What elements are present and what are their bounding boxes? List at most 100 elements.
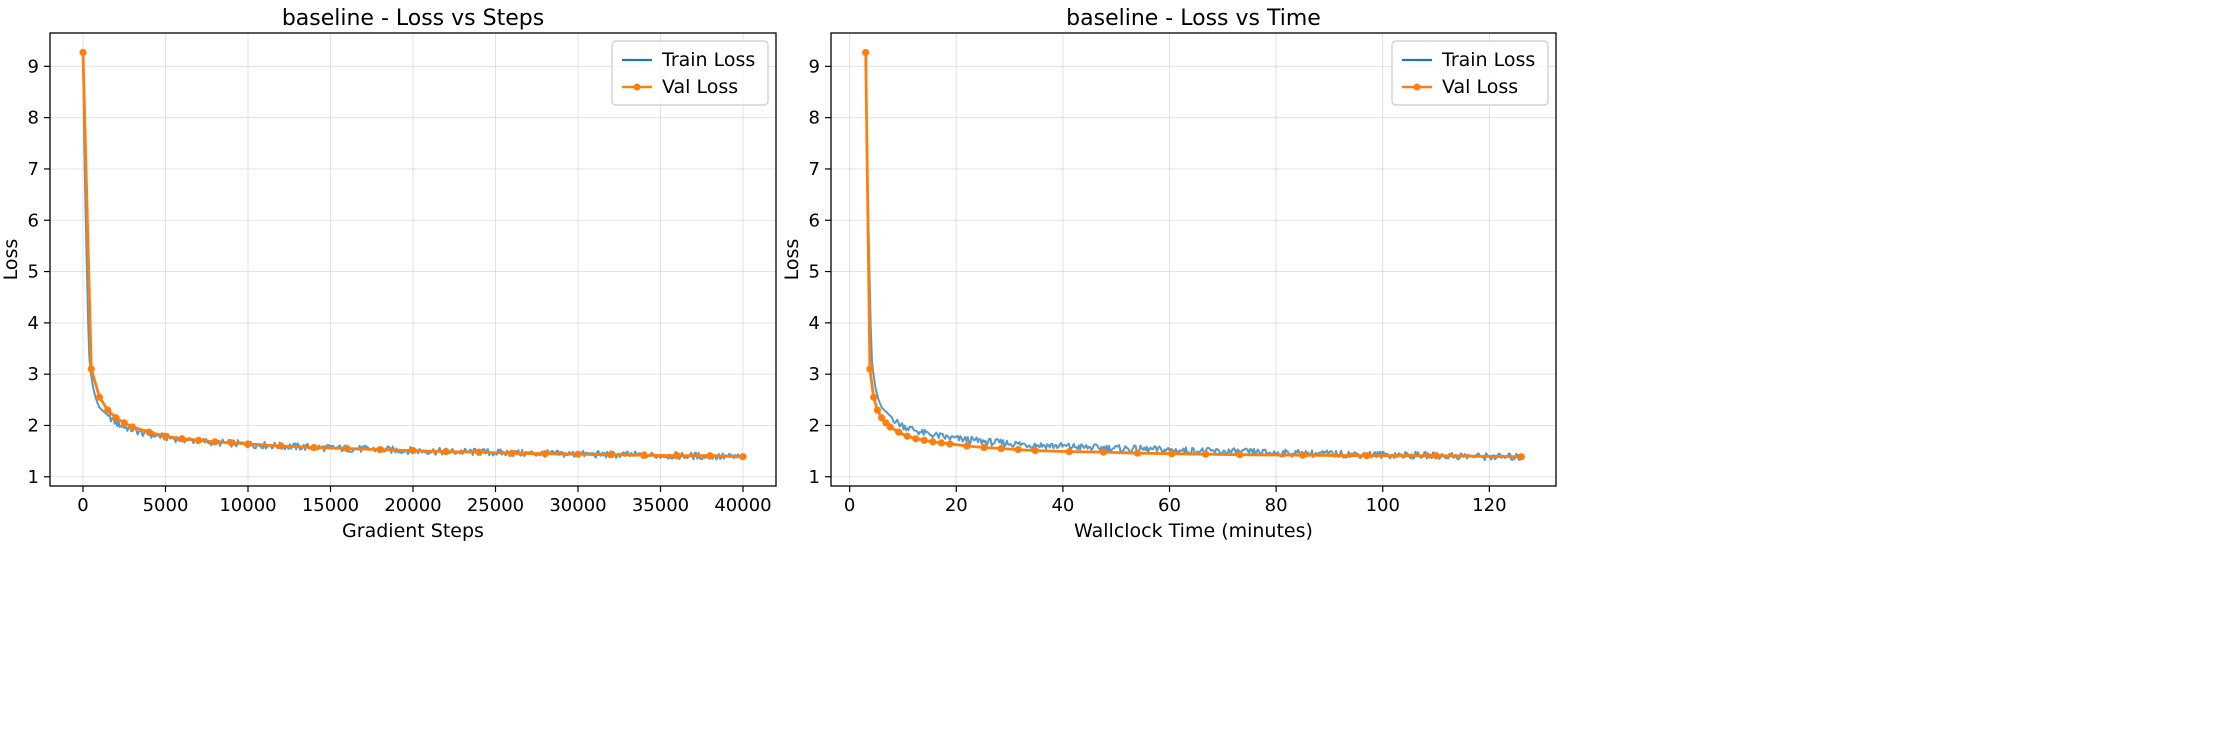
- y-tick-label: 5: [809, 262, 820, 283]
- grid: [831, 33, 1556, 486]
- val-loss-point: [1168, 450, 1176, 458]
- val-loss-point: [161, 432, 170, 440]
- legend-train-label: Train Loss: [661, 49, 755, 71]
- val-loss-point: [980, 443, 988, 452]
- legend-box: [611, 40, 769, 106]
- val-loss-point: [886, 423, 894, 431]
- y-tick-label: 8: [809, 108, 820, 129]
- ticks: 0 5000 10000 15000 20000 25000 30000 35000 40000…: [28, 56, 772, 516]
- ticks: 0 20 40 60 80 100 120 1 2 3 4 5 6 7 8 9: [809, 56, 1507, 516]
- x-tick-label: 100: [1366, 495, 1400, 516]
- chart-loss-vs-time: 0 20 40 60 80 100 120 1 2 3 4 5 6 7 8 9 baseline - Loss…: [781, 6, 1557, 542]
- val-loss-point: [895, 428, 903, 436]
- val-loss-point: [1363, 452, 1371, 460]
- x-tick-label: 25000: [467, 495, 524, 516]
- val-loss-point: [128, 423, 137, 431]
- val-loss-point: [929, 438, 937, 446]
- legend-val-label: Val Loss: [662, 76, 738, 98]
- val-loss-point: [79, 48, 87, 57]
- val-loss-point: [541, 450, 549, 458]
- val-loss-point: [1031, 447, 1039, 455]
- val-loss-point: [343, 444, 351, 453]
- y-axis-label: Loss: [0, 239, 22, 281]
- val-loss-point: [862, 48, 870, 57]
- y-tick-label: 1: [28, 467, 39, 488]
- val-loss-point: [194, 436, 203, 444]
- val-loss-point: [903, 432, 911, 440]
- x-tick-label: 5000: [143, 495, 189, 516]
- val-loss-point: [607, 451, 615, 459]
- x-tick-label: 20000: [384, 495, 441, 516]
- legend: Train Loss Val Loss: [1391, 40, 1549, 106]
- plot-frame: [830, 32, 1557, 487]
- y-tick-label: 3: [809, 364, 820, 385]
- val-loss-point: [475, 448, 483, 456]
- y-tick-label: 2: [28, 415, 39, 436]
- val-loss-point: [442, 448, 450, 456]
- legend-box: [1391, 40, 1549, 106]
- val-loss-point: [409, 447, 417, 455]
- x-tick-label: 0: [77, 495, 88, 516]
- y-axis-label: Loss: [781, 239, 803, 281]
- x-tick-label: 10000: [219, 495, 276, 516]
- val-loss-point: [1133, 449, 1142, 457]
- series-val-loss-line: [864, 52, 1522, 459]
- val-loss-point: [673, 452, 681, 460]
- val-loss-point: [997, 444, 1005, 453]
- val-loss-point: [920, 436, 928, 444]
- x-tick-label: 0: [844, 495, 855, 516]
- val-loss-point: [873, 406, 881, 414]
- val-loss-point: [1202, 450, 1210, 458]
- y-tick-label: 9: [28, 56, 39, 77]
- series-layer: [79, 48, 747, 461]
- val-loss-point: [640, 451, 648, 459]
- val-loss-point: [1517, 453, 1525, 461]
- val-loss-point: [244, 440, 252, 448]
- val-loss-point: [145, 428, 153, 436]
- legend: Train Loss Val Loss: [611, 40, 769, 106]
- y-tick-label: 5: [28, 262, 39, 283]
- val-loss-point: [1432, 452, 1440, 460]
- x-axis-label: Wallclock Time (minutes): [1074, 520, 1313, 542]
- val-loss-point: [963, 442, 971, 450]
- y-tick-label: 7: [28, 159, 39, 180]
- chart-title: baseline - Loss vs Steps: [282, 6, 544, 31]
- val-loss-point: [1299, 451, 1307, 459]
- val-loss-point: [95, 393, 104, 401]
- val-loss-point: [946, 440, 954, 448]
- val-loss-point: [112, 414, 120, 422]
- y-tick-label: 6: [809, 210, 820, 231]
- y-tick-label: 9: [809, 56, 820, 77]
- x-tick-label: 40: [1051, 495, 1074, 516]
- x-tick-label: 20: [945, 495, 968, 516]
- val-loss-point: [508, 449, 516, 457]
- x-tick-label: 40000: [714, 495, 771, 516]
- val-loss-point: [870, 393, 878, 401]
- legend-val-marker: [1413, 83, 1421, 91]
- y-tick-label: 1: [809, 467, 820, 488]
- x-tick-label: 120: [1472, 495, 1506, 516]
- legend-val-marker: [633, 83, 641, 91]
- x-tick-label: 30000: [549, 495, 606, 516]
- legend-train-label: Train Loss: [1441, 49, 1535, 71]
- series-layer: [862, 48, 1525, 461]
- val-loss-point: [739, 453, 747, 461]
- val-loss-point: [87, 365, 95, 373]
- y-tick-label: 3: [28, 364, 39, 385]
- val-loss-point: [376, 445, 384, 454]
- x-tick-label: 15000: [302, 495, 359, 516]
- val-loss-point: [937, 439, 945, 447]
- y-tick-label: 6: [28, 210, 39, 231]
- val-loss-point: [912, 435, 920, 443]
- x-axis-label: Gradient Steps: [342, 520, 484, 542]
- val-loss-point: [227, 439, 236, 447]
- val-loss-point: [120, 419, 128, 427]
- val-loss-point: [277, 442, 285, 450]
- val-loss-point: [178, 435, 186, 443]
- grid: [50, 33, 776, 486]
- y-tick-label: 4: [809, 313, 820, 334]
- chart-title: baseline - Loss vs Time: [1066, 6, 1321, 31]
- val-loss-point: [1099, 448, 1108, 456]
- chart-loss-vs-steps: 0 5000 10000 15000 20000 25000 30000 35000 40000…: [0, 6, 777, 542]
- y-tick-label: 8: [28, 108, 39, 129]
